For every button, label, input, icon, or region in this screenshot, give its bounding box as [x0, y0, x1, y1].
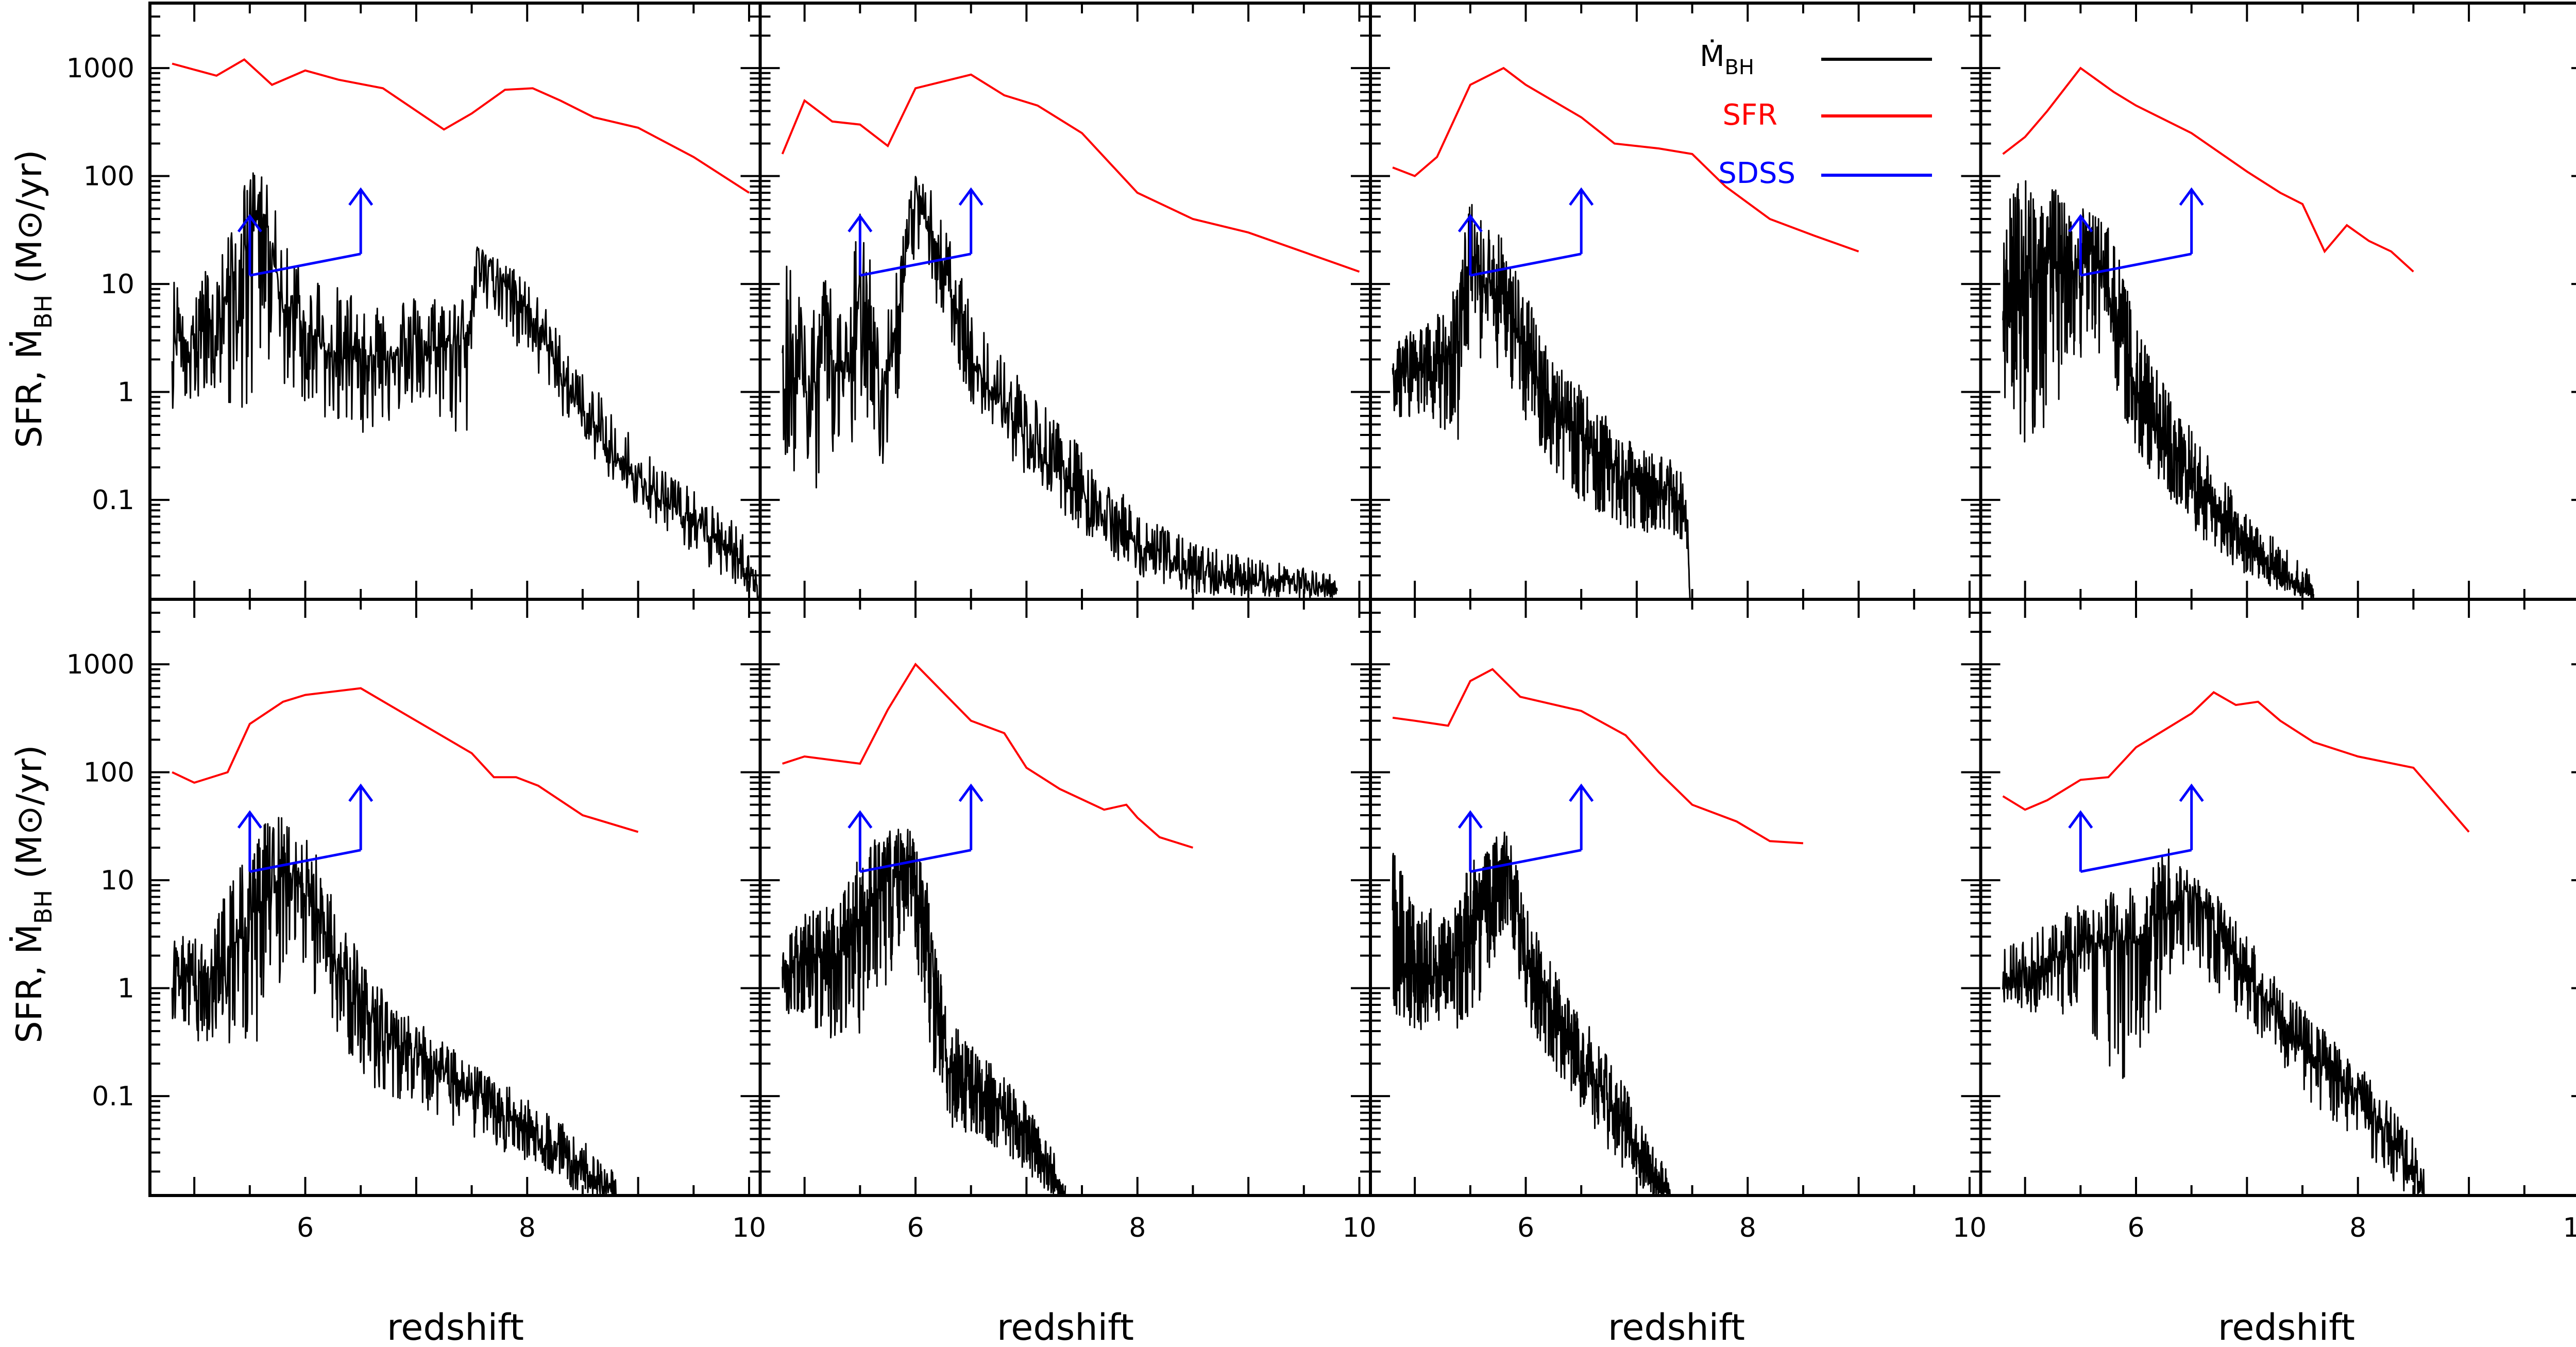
panel-frame	[1979, 598, 2576, 1197]
x-axis-label-2: redshift	[997, 1306, 1134, 1347]
sdss-arrow-left	[848, 810, 873, 829]
series-sdss-bracket	[237, 783, 374, 873]
sdss-arrow-left	[2068, 214, 2093, 233]
series-bh-line	[1392, 204, 1691, 599]
series-bh-line	[2002, 848, 2425, 1196]
legend-label-sdss: SDSS	[1718, 157, 1795, 190]
sdss-arrow-left	[2068, 810, 2093, 829]
sdss-arrow-left	[237, 810, 262, 829]
panel-frame	[1369, 598, 1982, 1197]
svg-text:SFR, ṀBH (M⊙/yr): SFR, ṀBH (M⊙/yr)	[9, 745, 57, 1043]
x-tick-label: 10	[1953, 1213, 1987, 1243]
legend: ṀBH SFR SDSS	[1700, 40, 1932, 190]
sdss-arrow-right	[348, 783, 374, 802]
sdss-arrow-right	[348, 187, 374, 206]
series-sdss-bracket	[848, 187, 984, 277]
series-sfr-line	[2002, 691, 2470, 833]
y-axis-label-top: SFR, ṀBH (M⊙/yr)	[9, 149, 57, 448]
svg-text:SFR, ṀBH (M⊙/yr): SFR, ṀBH (M⊙/yr)	[9, 149, 57, 448]
y-tick-label: 10	[100, 865, 134, 896]
panel-top-4	[1979, 2, 2576, 601]
sdss-arrow-left	[1458, 810, 1483, 829]
sdss-arrow-right	[958, 187, 984, 206]
panel-top-1: 0.1 1 10 100 1000	[66, 2, 762, 601]
x-axis-label-1: redshift	[387, 1306, 524, 1347]
y-tick-label: 0.1	[92, 1081, 134, 1112]
series-bh-line	[782, 829, 1066, 1196]
y-tick-label: 100	[83, 161, 134, 192]
panel-bottom-4: 6 8 10	[1979, 598, 2576, 1243]
series-sdss-bracket	[2068, 783, 2204, 873]
y-tick-label: 1000	[66, 649, 134, 680]
series-sdss-bracket	[2068, 187, 2204, 277]
panel-top-2	[758, 2, 1372, 601]
series-sfr-line	[781, 73, 1360, 273]
x-axis-label-4: redshift	[2218, 1306, 2355, 1347]
sdss-arrow-left	[237, 214, 262, 233]
panel-top-3	[1369, 2, 1982, 601]
x-tick-label: 8	[519, 1213, 536, 1243]
panel-bottom-2: 6 8 10	[758, 598, 1377, 1243]
y-tick-label: 1	[117, 377, 134, 408]
legend-label-sfr: SFR	[1722, 98, 1777, 132]
series-sdss-bracket	[848, 783, 984, 873]
legend-entry-sdss: SDSS	[1718, 157, 1932, 190]
series-bh-line	[2002, 180, 2315, 599]
sdss-arrow-left	[1458, 214, 1483, 233]
series-sfr-line	[2002, 66, 2414, 273]
y-tick-label: 1000	[66, 53, 134, 84]
x-tick-label: 8	[2349, 1213, 2366, 1243]
series-sfr-line	[782, 662, 1193, 849]
series-sdss-bracket	[1458, 187, 1594, 277]
series-sfr-line	[1392, 66, 1859, 252]
y-tick-label: 0.1	[92, 485, 134, 516]
svg-text:ṀBH: ṀBH	[1700, 40, 1754, 79]
sdss-arrow-right	[2179, 187, 2204, 206]
sdss-arrow-right	[1569, 187, 1594, 206]
series-sdss-bracket	[1458, 783, 1594, 873]
series-sdss-bracket	[237, 187, 374, 277]
y-tick-label: 100	[83, 757, 134, 788]
x-tick-label: 10	[732, 1213, 766, 1243]
x-tick-label: 8	[1739, 1213, 1756, 1243]
panel-frame	[758, 598, 1372, 1197]
x-tick-label: 10	[2563, 1213, 2576, 1243]
x-tick-label: 6	[2127, 1213, 2144, 1243]
legend-entry-bh: ṀBH	[1700, 40, 1932, 79]
x-tick-label: 6	[907, 1213, 924, 1243]
sdss-arrow-left	[848, 214, 873, 233]
series-sfr-line	[172, 687, 639, 833]
x-tick-label: 10	[1342, 1213, 1376, 1243]
series-sfr-line	[1392, 668, 1804, 845]
series-bh-line	[782, 176, 1338, 599]
y-axis-label-bottom: SFR, ṀBH (M⊙/yr)	[9, 745, 57, 1043]
legend-entry-sfr: SFR	[1722, 98, 1932, 132]
panel-bottom-1: 0.1 1 10 100 1000 6 8 10	[66, 598, 766, 1243]
series-bh-line	[171, 172, 760, 599]
x-tick-label: 6	[297, 1213, 314, 1243]
panel-bottom-3: 6 8 10	[1369, 598, 1987, 1243]
sdss-arrow-right	[958, 783, 984, 802]
sdss-arrow-right	[2179, 783, 2204, 802]
y-tick-label: 10	[100, 269, 134, 300]
panels-layer: 0.1 1 10 100 1000 0.1 1 10 100 1000 6 8 10 6 8 10 6 8 10 6 8…	[66, 2, 2576, 1243]
series-bh-line	[171, 817, 617, 1196]
series-sfr-line	[172, 58, 750, 194]
legend-label-bh-sub: BH	[1724, 56, 1754, 79]
y-tick-label: 1	[117, 973, 134, 1004]
x-axis-label-3: redshift	[1608, 1306, 1745, 1347]
sdss-arrow-right	[1569, 783, 1594, 802]
legend-label-bh: Ṁ	[1700, 40, 1724, 73]
x-tick-label: 8	[1129, 1213, 1146, 1243]
series-bh-line	[1392, 831, 1671, 1196]
x-tick-label: 6	[1517, 1213, 1534, 1243]
